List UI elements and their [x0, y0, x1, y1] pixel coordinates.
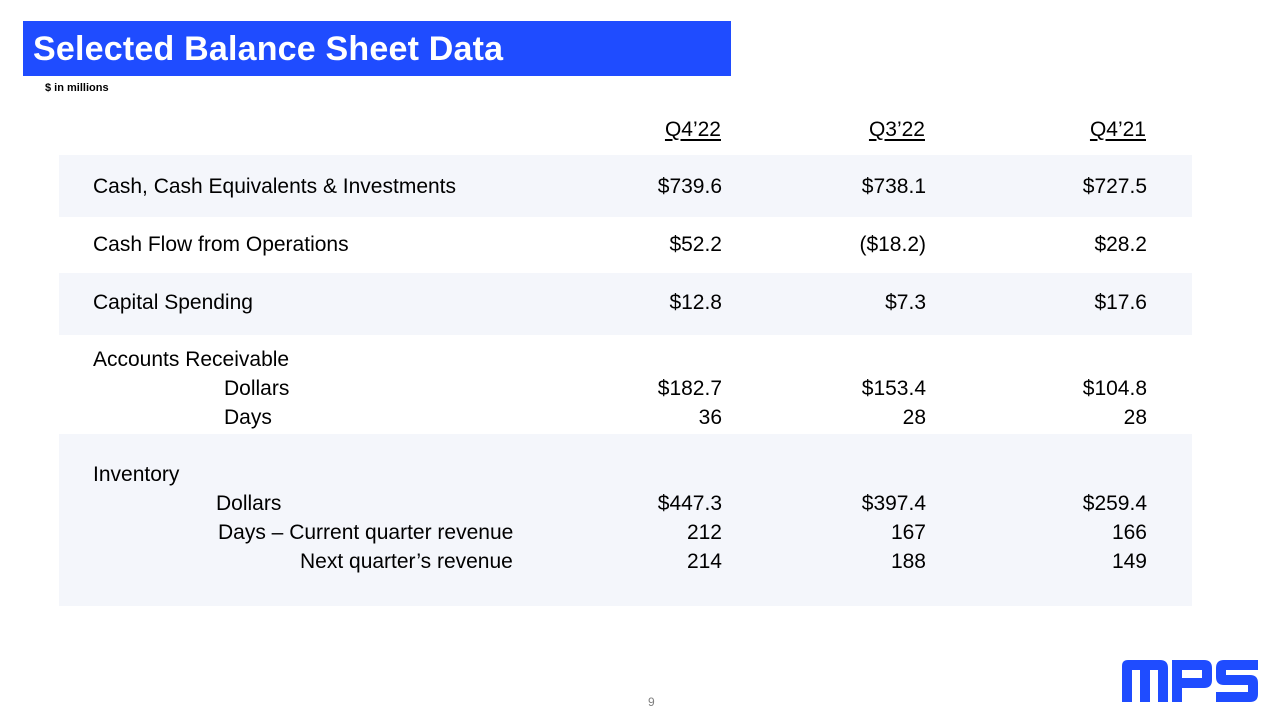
- value-q3-22: 28: [902, 406, 926, 429]
- title-bar: Selected Balance Sheet Data: [23, 21, 731, 76]
- row-label: Cash, Cash Equivalents & Investments: [93, 175, 457, 198]
- mps-logo: [1122, 660, 1258, 702]
- page-number: 9: [648, 695, 655, 709]
- sub-label-days: Days: [224, 406, 272, 429]
- table-row-inventory: Inventory Dollars $447.3 $397.4 $259.4 D…: [59, 434, 1192, 606]
- value-q3-22: $738.1: [861, 175, 926, 198]
- value-q4-21: 149: [1111, 550, 1147, 573]
- value-q4-22: $52.2: [669, 233, 722, 256]
- table-row-capex: Capital Spending $12.8 $7.3 $17.6: [59, 273, 1192, 335]
- value-q4-22: $12.8: [669, 291, 722, 314]
- value-q4-21: $727.5: [1082, 175, 1147, 198]
- value-q4-21: $259.4: [1082, 492, 1147, 515]
- column-header-q4-21: Q4’21: [1089, 118, 1146, 141]
- column-header-q4-22: Q4’22: [664, 118, 721, 141]
- value-q3-22: ($18.2): [859, 233, 926, 256]
- value-q4-21: $17.6: [1094, 291, 1147, 314]
- sub-label-days-next: Next quarter’s revenue: [300, 550, 513, 573]
- value-q3-22: $153.4: [861, 377, 926, 400]
- row-label: Capital Spending: [93, 291, 253, 314]
- value-q3-22: 167: [890, 521, 926, 544]
- value-q4-22: 36: [698, 406, 722, 429]
- table-row-cash: Cash, Cash Equivalents & Investments $73…: [59, 155, 1192, 217]
- table-row-cash-flow: Cash Flow from Operations $52.2 ($18.2) …: [59, 217, 1192, 273]
- value-q4-22: $739.6: [657, 175, 722, 198]
- value-q4-22: $447.3: [657, 492, 722, 515]
- column-header-q3-22: Q3’22: [868, 118, 925, 141]
- value-q4-21: $28.2: [1094, 233, 1147, 256]
- value-q4-22: $182.7: [657, 377, 722, 400]
- sub-label-dollars: Dollars: [224, 377, 290, 400]
- sub-label-dollars: Dollars: [216, 492, 282, 515]
- page-title: Selected Balance Sheet Data: [33, 29, 504, 68]
- column-headers: Q4’22 Q3’22 Q4’21: [0, 118, 1280, 148]
- row-label: Accounts Receivable: [93, 348, 290, 371]
- units-note: $ in millions: [45, 82, 109, 94]
- value-q4-21: 166: [1111, 521, 1147, 544]
- value-q3-22: $397.4: [861, 492, 926, 515]
- value-q4-22: 212: [686, 521, 722, 544]
- value-q4-21: 28: [1123, 406, 1147, 429]
- value-q3-22: $7.3: [885, 291, 926, 314]
- value-q4-21: $104.8: [1082, 377, 1147, 400]
- table-row-accounts-receivable: Accounts Receivable Dollars $182.7 $153.…: [59, 335, 1192, 434]
- sub-label-days-current: Days – Current quarter revenue: [218, 521, 514, 544]
- row-label: Inventory: [93, 463, 180, 486]
- value-q4-22: 214: [686, 550, 722, 573]
- row-label: Cash Flow from Operations: [93, 233, 349, 256]
- value-q3-22: 188: [890, 550, 926, 573]
